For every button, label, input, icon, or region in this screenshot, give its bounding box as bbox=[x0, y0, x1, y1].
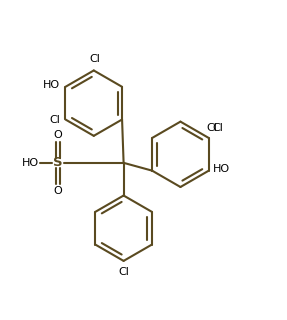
Text: Cl: Cl bbox=[212, 123, 223, 133]
Text: Cl: Cl bbox=[90, 54, 101, 64]
Text: HO: HO bbox=[213, 164, 230, 174]
Text: O: O bbox=[54, 130, 63, 140]
Text: HO: HO bbox=[22, 158, 39, 168]
Text: HO: HO bbox=[43, 80, 60, 90]
Text: Cl: Cl bbox=[118, 267, 129, 277]
Text: S: S bbox=[53, 156, 63, 169]
Text: Cl: Cl bbox=[49, 115, 60, 125]
Text: Cl: Cl bbox=[206, 123, 217, 133]
Text: O: O bbox=[54, 186, 63, 196]
